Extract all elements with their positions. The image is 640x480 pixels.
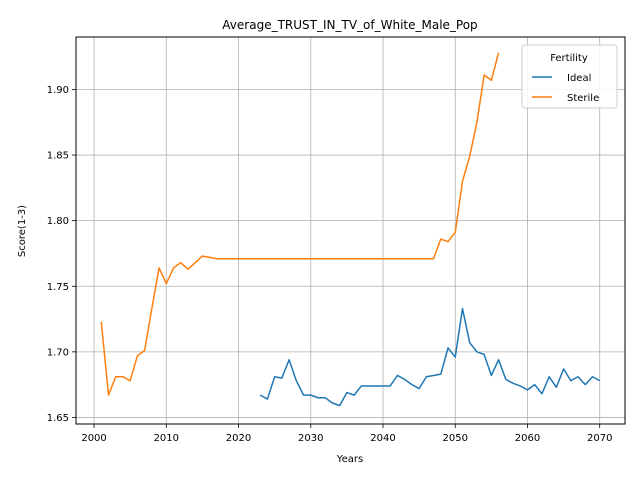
legend-title: Fertility <box>550 53 588 64</box>
x-axis-label: Years <box>336 454 363 465</box>
x-tick-label: 2040 <box>370 433 395 444</box>
legend-label-sterile: Sterile <box>567 93 599 104</box>
x-tick-label: 2000 <box>81 433 106 444</box>
series-group <box>100 52 601 407</box>
y-axis: 1.65 1.70 1.75 1.80 1.85 1.90 <box>47 85 76 424</box>
plot-area-frame <box>75 36 626 425</box>
series-line-ideal <box>259 307 601 407</box>
x-tick-label: 2070 <box>587 433 612 444</box>
y-tick-label: 1.70 <box>47 347 69 358</box>
x-tick-label: 2050 <box>443 433 468 444</box>
y-axis-label: Score(1-3) <box>17 205 28 257</box>
legend: Fertility Ideal Sterile <box>521 44 618 109</box>
series-line-sterile <box>100 52 500 396</box>
x-tick-label: 2010 <box>154 433 179 444</box>
x-axis: 2000 2010 2020 2030 2040 2050 2060 2070 <box>81 424 612 444</box>
y-tick-label: 1.85 <box>47 151 69 162</box>
x-tick-label: 2020 <box>226 433 251 444</box>
legend-label-ideal: Ideal <box>567 73 591 84</box>
x-tick-label: 2030 <box>298 433 323 444</box>
legend-box <box>521 44 618 109</box>
chart-title: Average_TRUST_IN_TV_of_White_Male_Pop <box>222 18 477 32</box>
x-tick-label: 2060 <box>515 433 540 444</box>
y-tick-label: 1.75 <box>47 282 69 293</box>
y-tick-label: 1.90 <box>47 85 69 96</box>
y-tick-label: 1.65 <box>47 413 69 424</box>
y-tick-label: 1.80 <box>47 216 69 227</box>
